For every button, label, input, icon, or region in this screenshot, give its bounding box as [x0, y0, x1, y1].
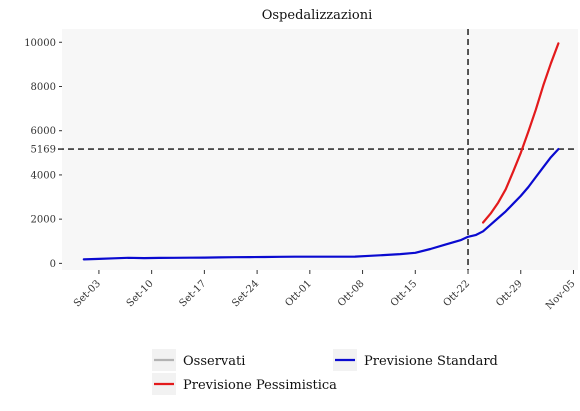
x-tick-label: Set-03: [72, 278, 103, 309]
chart-title: Ospedalizzazioni: [262, 8, 373, 23]
y-tick-label: 6000: [31, 126, 56, 137]
x-tick-label: Nov-05: [544, 278, 578, 312]
x-tick-label: Set-24: [230, 278, 261, 309]
series-line-previsione-standard: [82, 148, 560, 261]
x-tick-label: Set-10: [125, 278, 156, 309]
y-tick-label: 4000: [31, 170, 56, 181]
x-tick-label: Ott-15: [389, 278, 420, 309]
legend-label: Previsione Standard: [364, 354, 498, 369]
x-tick-label: Set-17: [177, 278, 208, 309]
legend: Osservati Previsione Pessimistica Previsio…: [152, 349, 498, 395]
reference-lines: [58, 29, 578, 270]
x-tick-label: Ott-01: [283, 278, 314, 309]
x-tick-label: Ott-08: [336, 278, 367, 309]
y-tick-label: 8000: [31, 82, 56, 93]
series-layer: [82, 42, 560, 261]
x-tick-label: Ott-29: [494, 278, 525, 309]
x-axis: Set-03 Set-10 Set-17 Set-24 Ott-01 Ott-08 Ott-…: [72, 270, 578, 312]
x-tick-label: Ott-22: [441, 278, 472, 309]
legend-label: Previsione Pessimistica: [183, 378, 337, 393]
legend-label: Osservati: [183, 354, 245, 369]
y-tick-label: 10000: [24, 38, 56, 49]
y-tick-label: 5169: [31, 145, 56, 156]
y-tick-label: 0: [50, 259, 56, 270]
series-line-previsione-pessimistica: [482, 42, 560, 224]
y-tick-label: 2000: [31, 215, 56, 226]
y-axis: 0 2000 4000 5169 6000 8000 10000: [24, 38, 62, 270]
